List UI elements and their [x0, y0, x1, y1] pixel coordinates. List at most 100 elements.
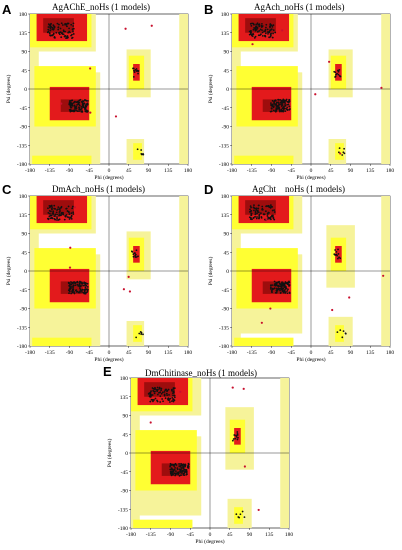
residue-point [156, 399, 158, 402]
residue-point [278, 285, 280, 288]
residue-point [81, 290, 83, 293]
residue-point [260, 216, 263, 219]
residue-point [249, 208, 251, 211]
outlier-point [89, 67, 92, 70]
panel-title: DmChitinase_noHs (1 models) [145, 368, 257, 378]
residue-point [52, 33, 55, 36]
residue-point [70, 292, 73, 295]
panel-letter: E [103, 364, 112, 379]
residue-point [78, 110, 80, 112]
residue-point [73, 281, 76, 283]
residue-point [286, 281, 289, 284]
residue-point [165, 392, 168, 395]
y-tick-label: -135 [219, 143, 229, 149]
residue-point [47, 207, 49, 210]
residue-point [335, 73, 337, 76]
residue-point [169, 468, 172, 471]
residue-point [283, 99, 286, 102]
residue-point [275, 287, 278, 290]
residue-point [68, 216, 70, 219]
residue-point [135, 249, 138, 252]
residue-point [47, 212, 50, 214]
residue-point [256, 30, 259, 33]
x-tick-label: -45 [288, 350, 296, 356]
residue-point [269, 287, 272, 290]
residue-point [81, 100, 84, 103]
x-tick-label: -180 [25, 168, 35, 174]
y-tick-label: 0 [125, 451, 128, 457]
residue-point [281, 287, 284, 290]
residue-point [279, 292, 282, 294]
x-axis-label: Phi (degrees) [296, 356, 325, 363]
residue-point [269, 35, 272, 38]
residue-point [53, 204, 56, 207]
residue-point [279, 110, 281, 113]
y-tick-label: 135 [19, 213, 28, 219]
residue-point [72, 211, 75, 214]
residue-point [83, 282, 85, 285]
residue-point [284, 292, 287, 294]
residue-point [56, 22, 59, 25]
y-tick-label: 90 [224, 50, 230, 56]
y-axis-label: Psi (degrees) [106, 439, 113, 468]
residue-point [337, 248, 339, 251]
residue-point [163, 394, 166, 396]
residue-point [55, 31, 58, 34]
residue-point [169, 397, 172, 400]
residue-point [80, 110, 83, 113]
residue-point [272, 217, 275, 220]
residue-point [276, 290, 279, 292]
residue-point [284, 110, 287, 113]
residue-point [288, 105, 291, 108]
residue-point [264, 210, 267, 213]
residue-point [288, 108, 291, 111]
ramachandran-plot: -180 -135 -90 -45 0 45 90 135 180 180 135 90 45 0 -45 -… [5, 12, 192, 181]
core-region [133, 64, 140, 81]
residue-point [288, 285, 290, 287]
residue-point [133, 69, 135, 72]
residue-point [284, 104, 287, 106]
residue-point [266, 28, 269, 31]
residue-point [241, 510, 244, 513]
residue-point [74, 281, 77, 284]
residue-point [338, 256, 340, 259]
outlier-point [281, 29, 284, 32]
residue-point [173, 394, 176, 397]
residue-point [269, 29, 271, 32]
residue-point [336, 254, 338, 257]
residue-point [269, 218, 272, 221]
y-tick-label: 45 [22, 250, 28, 256]
residue-point [164, 389, 167, 392]
residue-point [57, 206, 60, 209]
residue-point [260, 212, 262, 215]
residue-point [86, 282, 89, 285]
y-tick-label: -90 [20, 125, 28, 131]
residue-point [84, 107, 87, 110]
residue-point [261, 34, 264, 37]
residue-point [167, 398, 170, 401]
residue-point [156, 393, 159, 396]
y-tick-label: -180 [118, 526, 128, 532]
residue-point [235, 434, 237, 437]
residue-point [49, 205, 52, 208]
residue-point [71, 28, 74, 31]
panel-letter: B [204, 2, 214, 17]
y-tick-label: -180 [219, 162, 229, 168]
x-tick-label: -90 [167, 532, 175, 538]
panel-d: D AgCht noHs (1 models) -180 -135 -90 -45 0 4… [202, 182, 402, 367]
allowed-region [234, 507, 243, 524]
residue-point [83, 291, 86, 294]
residue-point [84, 286, 87, 289]
residue-point [280, 108, 283, 111]
residue-point [231, 439, 234, 442]
y-tick-label: -135 [219, 325, 229, 331]
panel-title: AgAChE_noHs (1 models) [52, 2, 150, 12]
x-tick-label: 0 [108, 350, 111, 356]
residue-point [171, 473, 174, 476]
residue-point [58, 214, 60, 217]
residue-point [271, 209, 274, 212]
residue-point [86, 110, 89, 112]
y-tick-label: -180 [17, 344, 27, 350]
residue-point [68, 287, 71, 290]
allowed-region [335, 325, 344, 342]
